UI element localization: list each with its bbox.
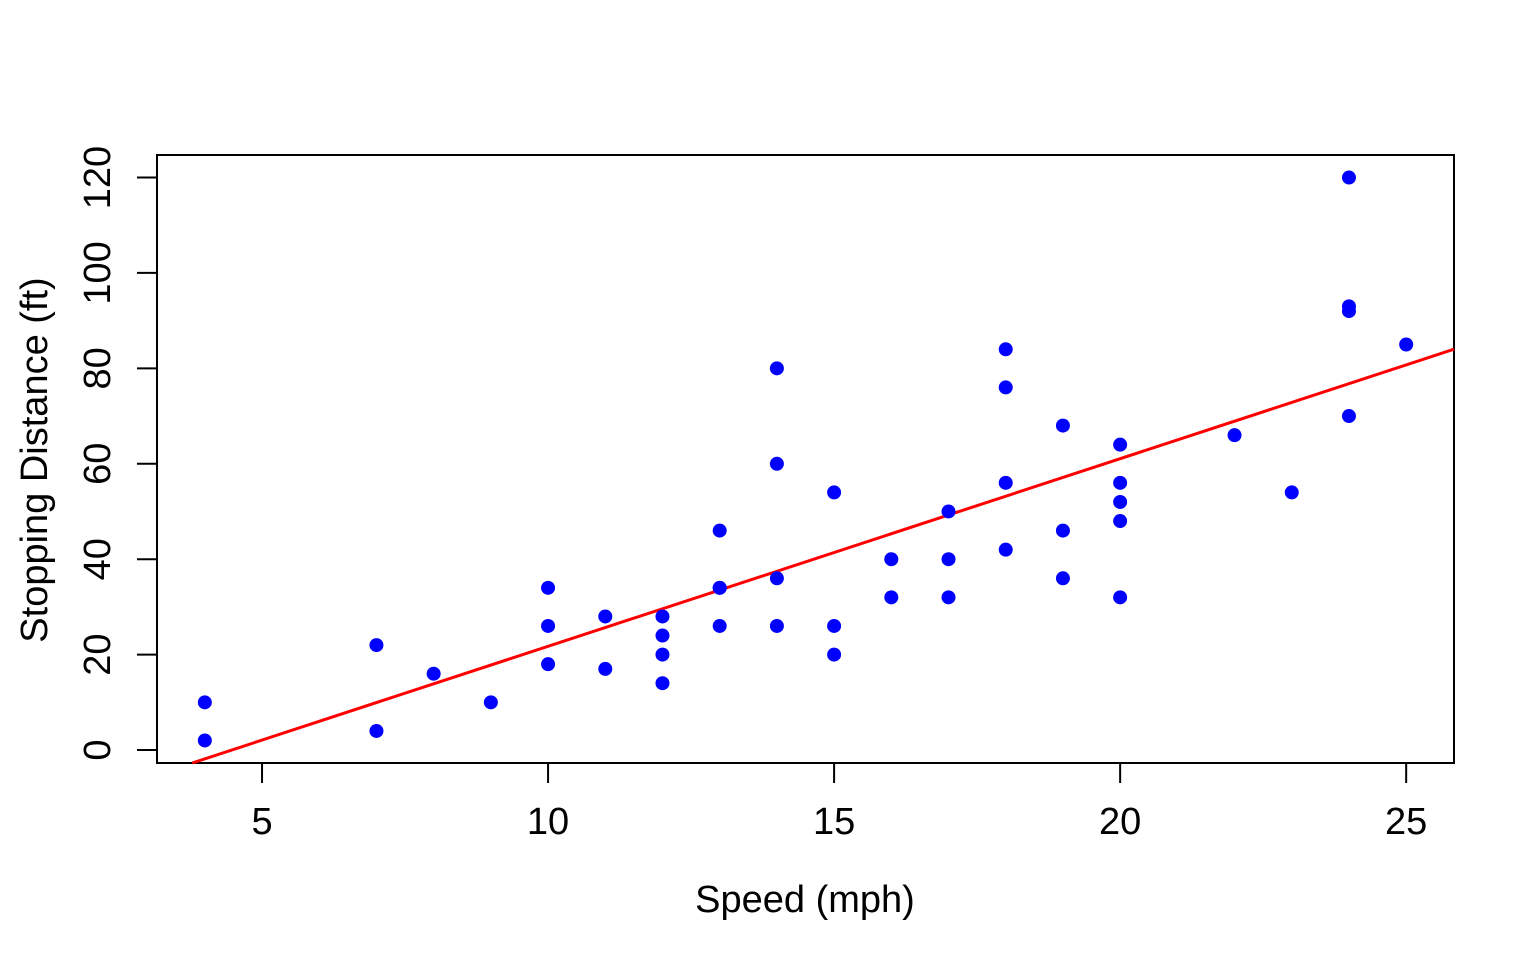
data-point [655, 676, 670, 691]
y-tick-label: 120 [77, 146, 119, 209]
data-point [1227, 428, 1242, 443]
data-point [769, 361, 784, 376]
regression-line [191, 347, 1455, 765]
data-point [655, 609, 670, 624]
data-point [827, 485, 842, 500]
data-point [941, 504, 956, 519]
data-point [1113, 514, 1128, 529]
data-point [426, 666, 441, 681]
data-point [769, 571, 784, 586]
data-point [1399, 337, 1414, 352]
data-point [1113, 437, 1128, 452]
data-point [598, 661, 613, 676]
data-point [1341, 409, 1356, 424]
data-point [1055, 571, 1070, 586]
data-point [827, 647, 842, 662]
x-tick-label: 15 [813, 801, 855, 843]
data-point [884, 552, 899, 567]
y-tick-label: 80 [77, 347, 119, 389]
data-point [197, 733, 212, 748]
data-point [769, 618, 784, 633]
data-point [1341, 299, 1356, 314]
data-point [998, 380, 1013, 395]
y-axis-title: Stopping Distance (ft) [14, 277, 56, 642]
data-point [541, 618, 556, 633]
y-tick-label: 0 [77, 739, 119, 760]
data-point [1341, 170, 1356, 185]
data-point [541, 657, 556, 672]
data-point [1113, 475, 1128, 490]
data-point [369, 638, 384, 653]
data-point [998, 342, 1013, 357]
y-tick-label: 40 [77, 538, 119, 580]
data-point [712, 618, 727, 633]
data-point [1113, 494, 1128, 509]
x-tick-label: 10 [527, 801, 569, 843]
data-point [598, 609, 613, 624]
x-tick-label: 5 [251, 801, 272, 843]
y-tick-label: 60 [77, 443, 119, 485]
data-point [1113, 590, 1128, 605]
data-point [369, 723, 384, 738]
data-point [197, 695, 212, 710]
y-tick-label: 20 [77, 633, 119, 675]
x-tick-label: 20 [1099, 801, 1141, 843]
data-point [1055, 418, 1070, 433]
x-axis-title: Speed (mph) [695, 879, 915, 921]
x-tick-label: 25 [1385, 801, 1427, 843]
data-point [827, 618, 842, 633]
data-point [655, 647, 670, 662]
data-point [541, 580, 556, 595]
data-point [712, 523, 727, 538]
data-point [941, 590, 956, 605]
data-point [1284, 485, 1299, 500]
y-tick-label: 100 [77, 241, 119, 304]
data-point [655, 628, 670, 643]
data-point [998, 475, 1013, 490]
plot-box [156, 154, 1455, 764]
data-point [998, 542, 1013, 557]
data-point [712, 580, 727, 595]
data-point [941, 552, 956, 567]
data-point [1055, 523, 1070, 538]
data-point [483, 695, 498, 710]
data-point [884, 590, 899, 605]
data-point [769, 456, 784, 471]
